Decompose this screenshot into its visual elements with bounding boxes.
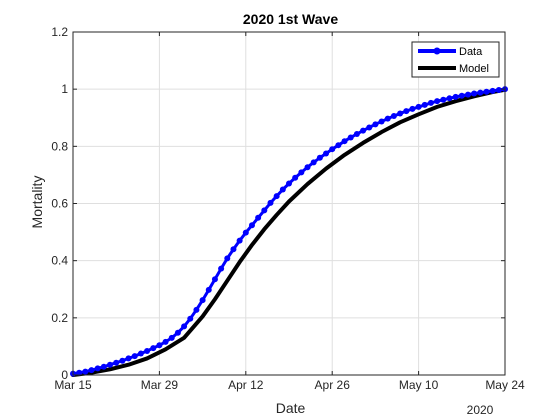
- legend-data-label: Data: [459, 46, 483, 58]
- data-point: [279, 186, 286, 193]
- data-point: [211, 276, 218, 283]
- x-axis-label: Date: [276, 400, 306, 416]
- data-point: [304, 164, 311, 171]
- data-point: [489, 87, 496, 94]
- data-point: [286, 180, 292, 187]
- data-point: [384, 115, 391, 122]
- data-point: [218, 265, 225, 272]
- chart-title: 2020 1st Wave: [243, 11, 338, 27]
- y-axis: 0 0.2 0.4 0.6 0.8 1 1.2: [51, 25, 505, 382]
- data-point: [150, 345, 157, 352]
- data-point: [366, 124, 373, 131]
- data-point: [316, 154, 323, 161]
- data-point: [495, 87, 502, 94]
- data-point: [255, 214, 262, 221]
- legend-model-label: Model: [459, 63, 489, 75]
- data-point: [168, 334, 175, 341]
- data-point: [261, 207, 268, 214]
- data-point: [323, 150, 330, 157]
- y-tick-label: 0.6: [51, 197, 68, 211]
- y-tick-label: 0: [61, 368, 68, 382]
- data-point: [347, 134, 354, 141]
- data-point: [113, 359, 120, 366]
- data-point: [76, 369, 83, 376]
- data-point: [360, 127, 367, 134]
- x-tick-label: Apr 12: [228, 378, 264, 392]
- y-tick-label: 0.4: [51, 254, 68, 268]
- data-point: [378, 118, 385, 125]
- data-point: [353, 131, 360, 138]
- data-point: [224, 255, 231, 262]
- data-point: [199, 297, 206, 304]
- data-point: [341, 138, 348, 145]
- y-tick-label: 1.2: [51, 25, 68, 39]
- data-point: [329, 146, 336, 153]
- data-point: [483, 88, 490, 95]
- data-point: [119, 357, 126, 364]
- data-point: [397, 110, 404, 117]
- legend-data-marker: [433, 47, 441, 55]
- data-point: [156, 342, 163, 349]
- legend: Data Model: [411, 41, 500, 78]
- data-point: [446, 95, 453, 102]
- data-point: [242, 229, 249, 236]
- data-point: [409, 105, 416, 112]
- data-point: [440, 96, 447, 103]
- data-point: [415, 103, 422, 110]
- data-point: [477, 89, 484, 96]
- data-point: [310, 159, 317, 166]
- data-point: [390, 113, 397, 120]
- data-point: [181, 323, 188, 330]
- y-axis-label: Mortality: [29, 176, 45, 229]
- data-point: [100, 363, 107, 370]
- data-point: [162, 338, 169, 345]
- data-point: [131, 353, 138, 360]
- data-point: [137, 350, 144, 357]
- data-point: [174, 329, 181, 336]
- data-point: [94, 365, 101, 372]
- y-tick-label: 0.2: [51, 311, 68, 325]
- series-model: [71, 87, 507, 377]
- data-point: [187, 315, 194, 322]
- data-point: [144, 347, 151, 354]
- x-axis: Mar 15 Mar 29 Apr 12 Apr 26 May 10 May 24: [54, 32, 525, 392]
- data-point: [464, 91, 471, 98]
- legend-box: [411, 41, 500, 78]
- x-tick-label: Mar 15: [54, 378, 92, 392]
- data-point: [107, 361, 114, 368]
- data-point: [82, 368, 89, 375]
- data-point: [230, 246, 237, 253]
- x-tick-label: May 10: [399, 378, 439, 392]
- data-point: [292, 174, 299, 181]
- data-point: [248, 222, 255, 229]
- data-point: [427, 99, 434, 106]
- data-point: [458, 92, 465, 99]
- x-tick-label: May 24: [485, 378, 525, 392]
- data-point: [193, 306, 200, 313]
- x-tick-label: Mar 29: [141, 378, 179, 392]
- data-point: [273, 193, 280, 200]
- data-point: [421, 101, 428, 108]
- data-point: [335, 142, 342, 149]
- data-point: [88, 367, 95, 374]
- data-point: [205, 286, 212, 293]
- x-axis-year-label: 2020: [467, 403, 494, 417]
- y-tick-label: 0.8: [51, 139, 68, 153]
- data-point: [372, 121, 379, 128]
- data-point: [267, 199, 274, 206]
- data-point: [452, 93, 459, 100]
- data-point: [471, 90, 478, 97]
- model-series-line: [71, 87, 507, 377]
- data-point: [403, 108, 410, 115]
- y-tick-label: 1: [61, 82, 68, 96]
- data-point: [125, 355, 132, 362]
- data-point: [298, 169, 305, 176]
- x-tick-label: Apr 26: [315, 378, 351, 392]
- data-point: [236, 237, 243, 244]
- data-point: [434, 98, 441, 105]
